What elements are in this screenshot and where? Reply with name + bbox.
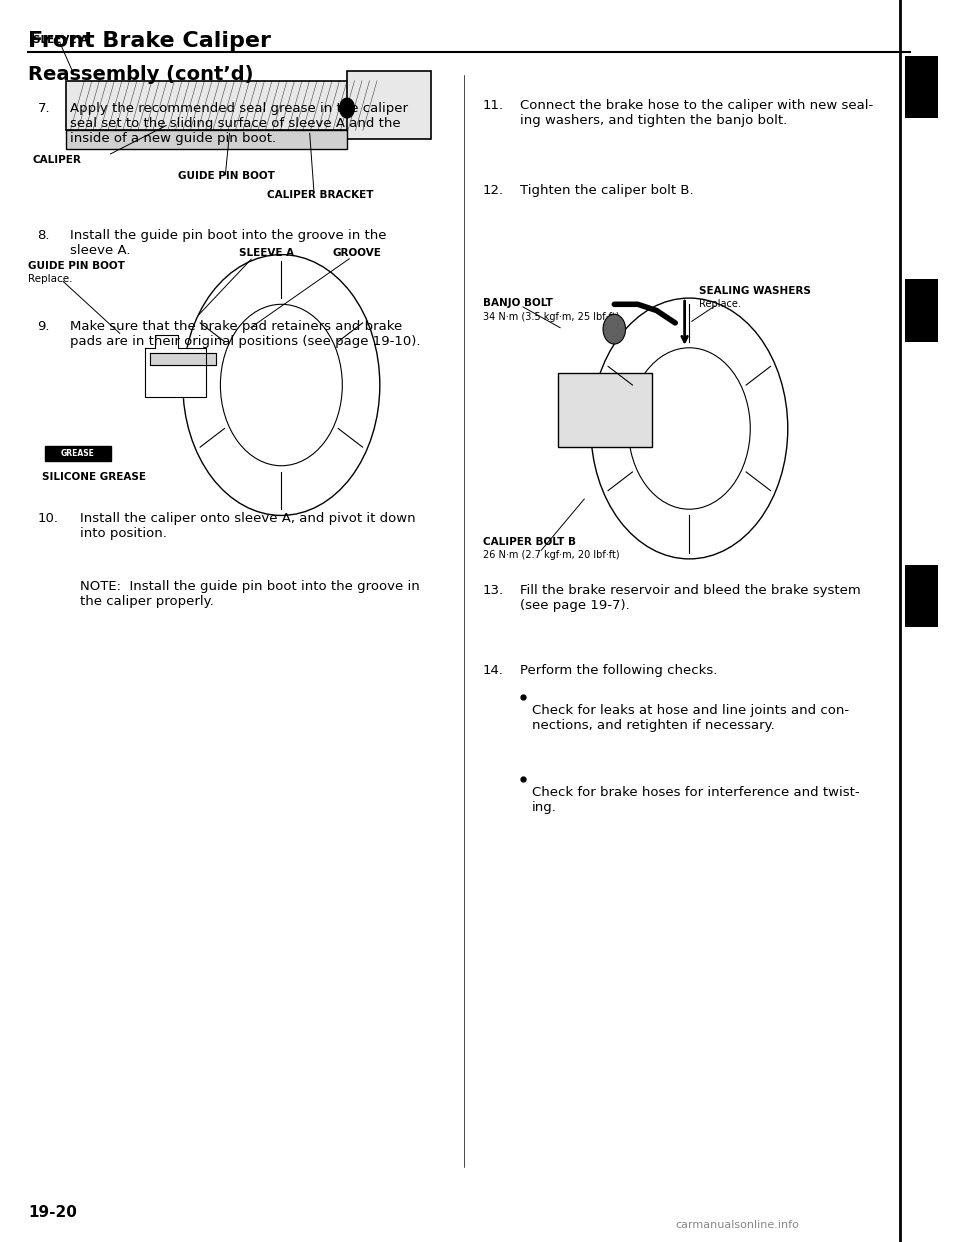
Text: BANJO BOLT: BANJO BOLT [483,298,553,308]
FancyBboxPatch shape [347,71,431,139]
Text: 10.: 10. [37,512,59,524]
Text: Check for leaks at hose and line joints and con-
nections, and retighten if nece: Check for leaks at hose and line joints … [532,704,849,733]
Text: Install the guide pin boot into the groove in the
sleeve A.: Install the guide pin boot into the groo… [70,229,387,257]
Text: Make sure that the brake pad retainers and brake
pads are in their original posi: Make sure that the brake pad retainers a… [70,320,420,349]
FancyBboxPatch shape [905,56,938,118]
Text: Replace.: Replace. [28,274,73,284]
Text: 26 N·m (2.7 kgf·m, 20 lbf·ft): 26 N·m (2.7 kgf·m, 20 lbf·ft) [483,550,619,560]
Text: SLEEVE A: SLEEVE A [33,35,88,45]
Text: Check for brake hoses for interference and twist-
ing.: Check for brake hoses for interference a… [532,786,859,815]
Text: 7.: 7. [37,102,50,114]
Polygon shape [145,335,206,397]
Text: CALIPER BOLT B: CALIPER BOLT B [483,537,576,546]
FancyBboxPatch shape [65,130,347,149]
Text: CALIPER: CALIPER [33,155,82,165]
Text: CALIPER BRACKET: CALIPER BRACKET [267,190,373,200]
FancyBboxPatch shape [905,565,938,627]
Text: Reassembly (cont’d): Reassembly (cont’d) [28,65,253,83]
Text: GROOVE: GROOVE [333,248,382,258]
Text: Fill the brake reservoir and bleed the brake system
(see page 19-7).: Fill the brake reservoir and bleed the b… [520,584,861,612]
Text: NOTE:  Install the guide pin boot into the groove in
the caliper properly.: NOTE: Install the guide pin boot into th… [80,580,420,609]
Text: Perform the following checks.: Perform the following checks. [520,664,718,677]
Text: Install the caliper onto sleeve A, and pivot it down
into position.: Install the caliper onto sleeve A, and p… [80,512,416,540]
Text: GREASE: GREASE [60,448,95,458]
Text: Tighten the caliper bolt B.: Tighten the caliper bolt B. [520,184,694,196]
Text: SLEEVE A: SLEEVE A [239,248,295,258]
Text: SEALING WASHERS: SEALING WASHERS [699,286,810,296]
Circle shape [340,98,354,118]
Text: Connect the brake hose to the caliper with new seal-
ing washers, and tighten th: Connect the brake hose to the caliper wi… [520,99,874,128]
Text: 12.: 12. [483,184,504,196]
FancyBboxPatch shape [905,279,938,342]
Text: 8.: 8. [37,229,50,241]
Text: Apply the recommended seal grease in the caliper
seal set to the sliding surface: Apply the recommended seal grease in the… [70,102,408,145]
Text: 9.: 9. [37,320,50,333]
Circle shape [603,314,626,344]
Text: 13.: 13. [483,584,504,596]
Text: SILICONE GREASE: SILICONE GREASE [42,472,146,482]
Text: 19-20: 19-20 [28,1205,77,1220]
FancyBboxPatch shape [65,81,366,130]
FancyBboxPatch shape [558,373,652,447]
Text: GUIDE PIN BOOT: GUIDE PIN BOOT [28,261,125,271]
Text: 11.: 11. [483,99,504,112]
FancyBboxPatch shape [45,446,110,461]
Text: 14.: 14. [483,664,504,677]
Polygon shape [150,353,216,365]
Text: GUIDE PIN BOOT: GUIDE PIN BOOT [179,171,276,181]
Text: Replace.: Replace. [699,299,740,309]
Text: Front Brake Caliper: Front Brake Caliper [28,31,271,51]
Text: carmanualsonline.info: carmanualsonline.info [675,1220,799,1230]
Text: 34 N·m (3.5 kgf·m, 25 lbf·ft): 34 N·m (3.5 kgf·m, 25 lbf·ft) [483,312,619,322]
